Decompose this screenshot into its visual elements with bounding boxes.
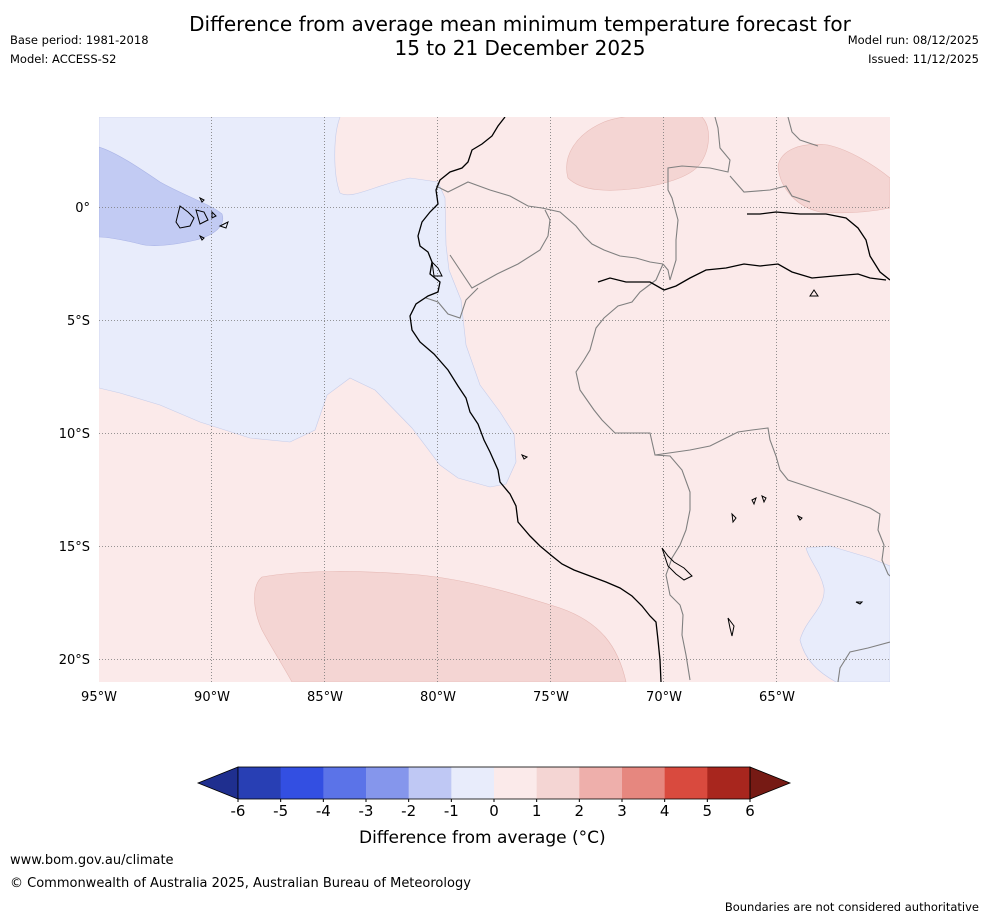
lat-tick-label: 0° bbox=[75, 201, 90, 216]
colorbar-segment bbox=[664, 767, 708, 799]
colorbar-segment bbox=[536, 767, 580, 799]
colorbar-tick-label: -6 bbox=[231, 802, 246, 820]
colorbar-tick-label: -3 bbox=[359, 802, 374, 820]
colorbar-tick-label: 6 bbox=[745, 802, 755, 820]
colorbar-segment bbox=[238, 767, 282, 799]
colorbar-tick-label: 1 bbox=[532, 802, 542, 820]
colorbar-tick-label: 4 bbox=[660, 802, 670, 820]
colorbar-segments bbox=[238, 767, 751, 799]
map-title: Difference from average mean minimum tem… bbox=[0, 12, 988, 60]
colorbar-segment bbox=[280, 767, 324, 799]
lat-tick-label: 20°S bbox=[59, 653, 90, 668]
colorbar-tick-label: 2 bbox=[575, 802, 585, 820]
model-name: Model: ACCESS-S2 bbox=[10, 52, 117, 66]
colorbar-segment bbox=[451, 767, 495, 799]
lon-tick-label: 70°W bbox=[646, 690, 682, 705]
lon-tick-label: 75°W bbox=[533, 690, 569, 705]
lon-tick-label: 95°W bbox=[81, 690, 117, 705]
lon-tick-label: 80°W bbox=[420, 690, 456, 705]
lon-tick-label: 65°W bbox=[759, 690, 795, 705]
map-plot-area bbox=[99, 117, 890, 682]
lat-tick-label: 5°S bbox=[67, 314, 90, 329]
footer-disclaimer: Boundaries are not considered authoritat… bbox=[724, 900, 979, 914]
warm-anomaly-region-venezuela bbox=[777, 144, 890, 214]
footer-copyright: © Commonwealth of Australia 2025, Austra… bbox=[10, 876, 471, 891]
colorbar-segment bbox=[707, 767, 751, 799]
colorbar-segment bbox=[494, 767, 538, 799]
colorbar-segment bbox=[323, 767, 367, 799]
colorbar-segment bbox=[408, 767, 452, 799]
colorbar-extend-low bbox=[196, 766, 239, 800]
lon-tick-label: 85°W bbox=[307, 690, 343, 705]
lat-tick-label: 10°S bbox=[59, 427, 90, 442]
colorbar-ticks: -6 -5 -4 -3 -2 -1 0 1 2 3 4 5 6 bbox=[231, 799, 755, 820]
colorbar-tick-label: -1 bbox=[444, 802, 459, 820]
coastlines bbox=[175, 117, 890, 682]
colorbar-tick-label: -5 bbox=[273, 802, 288, 820]
lon-tick-label: 90°W bbox=[194, 690, 230, 705]
title-line-2: 15 to 21 December 2025 bbox=[394, 36, 646, 60]
colorbar-tick-label: -4 bbox=[316, 802, 331, 820]
colorbar-segment bbox=[579, 767, 623, 799]
base-period: Base period: 1981-2018 bbox=[10, 33, 149, 47]
map-gridlines bbox=[99, 117, 890, 682]
colorbar-tick-label: 5 bbox=[703, 802, 713, 820]
colorbar-tick-label: 0 bbox=[489, 802, 499, 820]
footer-url: www.bom.gov.au/climate bbox=[10, 853, 174, 868]
colorbar-extend-high bbox=[749, 766, 792, 800]
warm-anomaly-region-colombia bbox=[566, 117, 709, 191]
issued-date: Issued: 11/12/2025 bbox=[868, 52, 979, 66]
colorbar: -6 -5 -4 -3 -2 -1 0 1 2 3 4 5 6 bbox=[196, 766, 792, 820]
lat-tick-labels: 0° 5°S 10°S 15°S 20°S bbox=[59, 201, 90, 668]
lat-tick-label: 15°S bbox=[59, 540, 90, 555]
colorbar-segment bbox=[622, 767, 666, 799]
warm-anomaly-region-south-pacific bbox=[254, 571, 627, 682]
colorbar-tick-label: -2 bbox=[401, 802, 416, 820]
colorbar-tick-label: 3 bbox=[617, 802, 627, 820]
country-boundaries bbox=[425, 117, 890, 682]
title-line-1: Difference from average mean minimum tem… bbox=[189, 12, 851, 36]
colorbar-segment bbox=[366, 767, 410, 799]
model-run-date: Model run: 08/12/2025 bbox=[847, 33, 979, 47]
lon-tick-labels: 95°W 90°W 85°W 80°W 75°W 70°W 65°W bbox=[81, 690, 795, 705]
colorbar-label: Difference from average (°C) bbox=[359, 828, 606, 848]
cool-anomaly-region-galapagos bbox=[99, 146, 224, 246]
